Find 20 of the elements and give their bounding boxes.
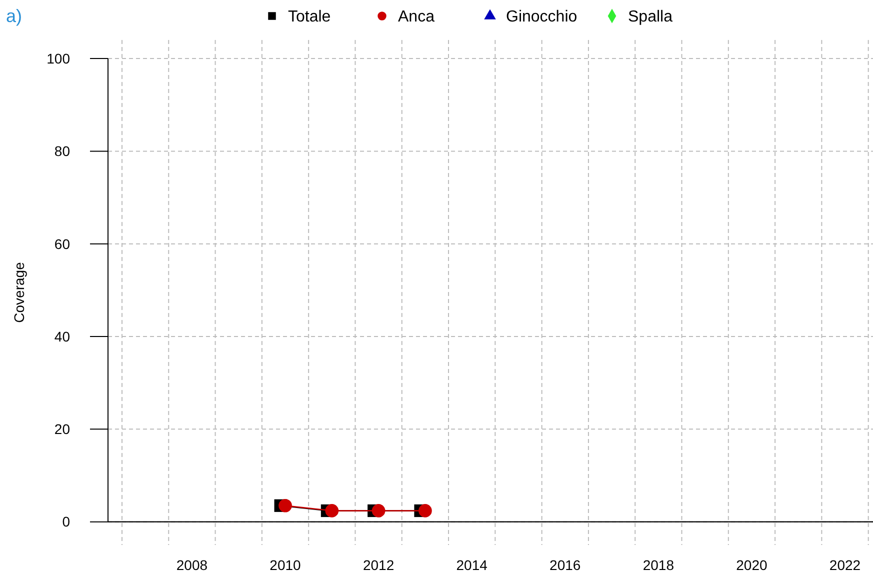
y-tick-label: 20 — [54, 421, 70, 438]
y-tick-label: 0 — [62, 514, 70, 530]
x-tick-label: 2008 — [176, 557, 208, 573]
y-tick-label: 100 — [46, 50, 70, 66]
x-tick-label: 2012 — [362, 557, 394, 573]
y-tick-label: 60 — [54, 236, 70, 252]
x-tick-label: 2016 — [550, 557, 581, 573]
x-tick-label: 2010 — [270, 557, 302, 573]
x-tick-label: 2022 — [829, 557, 861, 573]
x-tick-label: 2018 — [642, 557, 674, 573]
y-axis-title: Coverage — [11, 262, 27, 323]
legend-label: Ginocchio — [506, 8, 578, 26]
legend-label: Totale — [288, 8, 331, 26]
x-tick-label: 2020 — [736, 557, 768, 573]
y-tick-label: 80 — [54, 143, 70, 160]
legend-label: Spalla — [628, 8, 673, 26]
chart-title: a) — [6, 6, 22, 26]
y-tick-label: 40 — [54, 328, 70, 344]
legend-label: Anca — [398, 8, 435, 26]
x-tick-label: 2014 — [456, 557, 488, 573]
